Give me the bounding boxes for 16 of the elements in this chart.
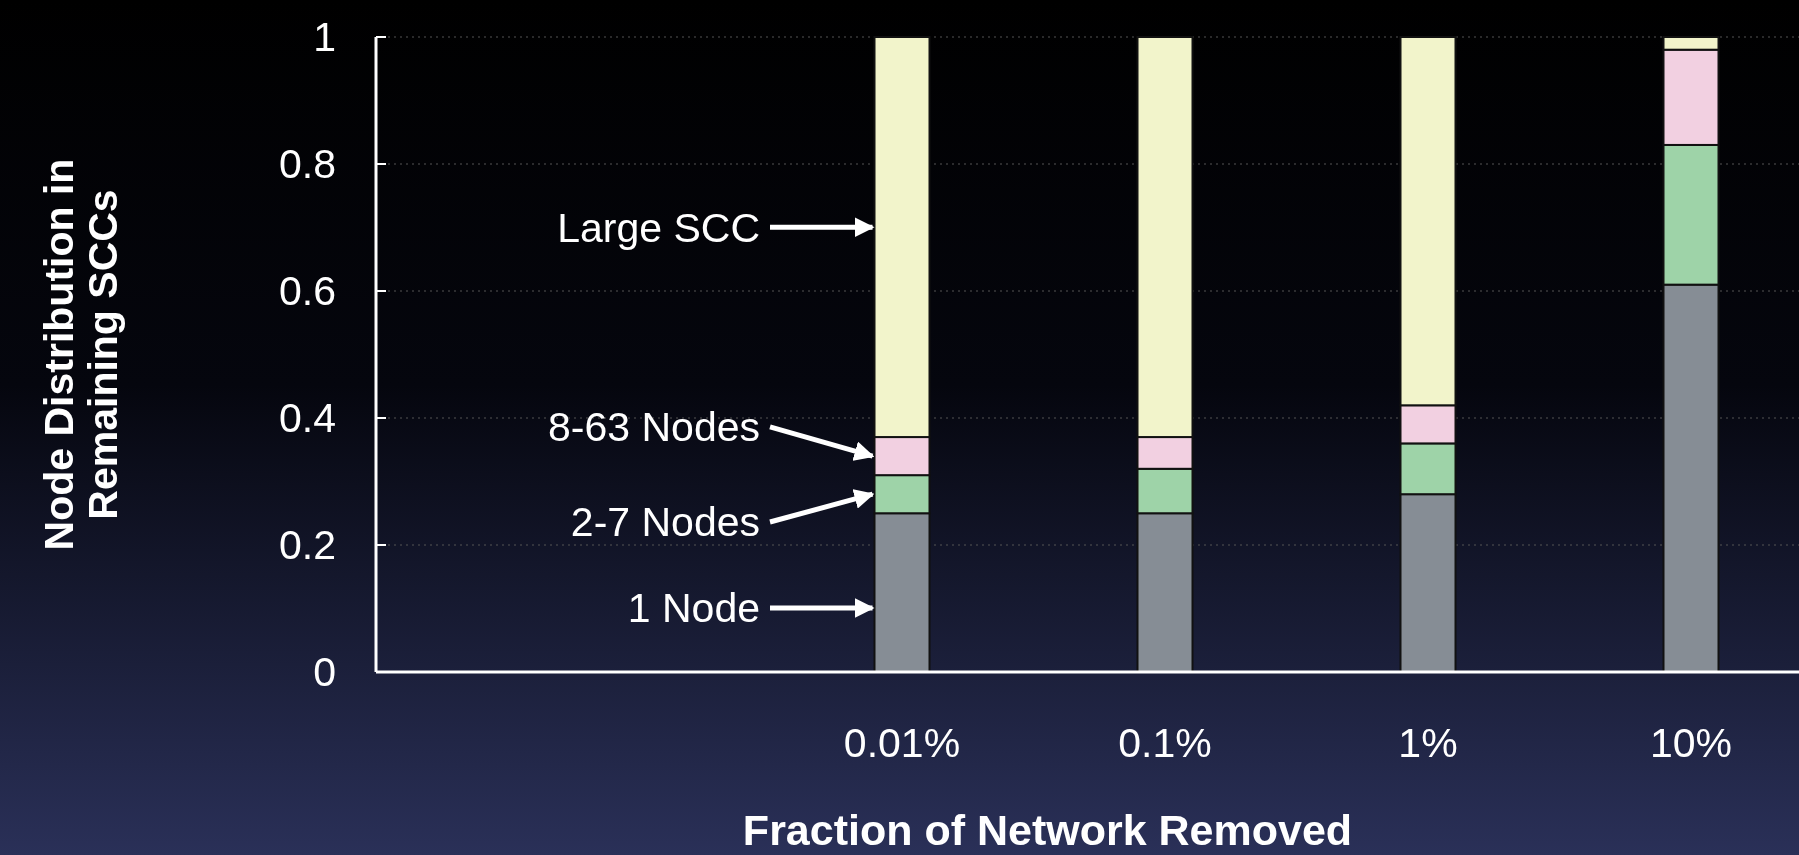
text: Large SCC (557, 204, 760, 251)
x-tick-label: 0.1% (1118, 720, 1212, 766)
y-axis-title: Node Distribution in Remaining SCCs (36, 158, 126, 551)
x-axis-title: Fraction of Network Removed (742, 806, 1353, 854)
text: 1 Node (627, 585, 760, 632)
y-tick-label: 0 (313, 649, 336, 696)
x-tick-label: 0.01% (843, 720, 961, 766)
x-tick-label: 1% (1398, 720, 1458, 766)
y-tick-label: 0.8 (279, 141, 336, 188)
y-tick-label: 1 (313, 14, 336, 61)
text: 8-63 Nodes (548, 404, 760, 451)
text: 2-7 Nodes (570, 499, 760, 546)
x-tick-label: 10% (1649, 720, 1733, 766)
y-tick-label: 0.4 (279, 395, 336, 442)
y-tick-label: 0.6 (279, 268, 336, 315)
y-tick-label: 0.2 (279, 522, 336, 569)
